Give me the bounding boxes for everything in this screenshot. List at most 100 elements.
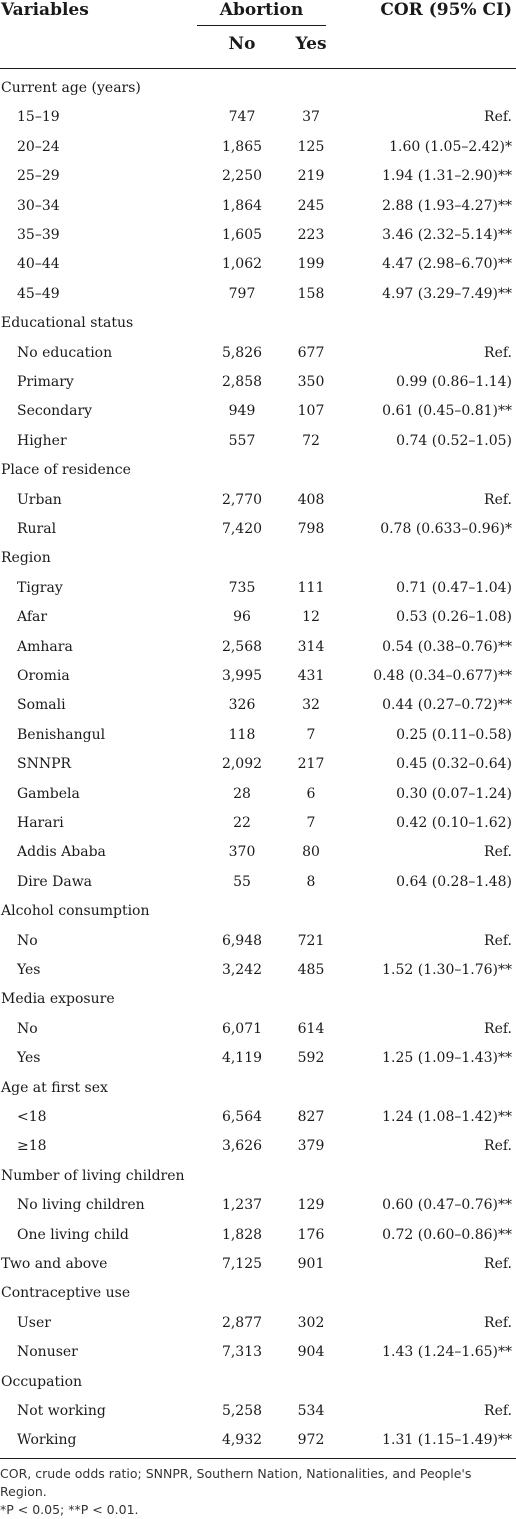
count-yes: 72 (302, 432, 320, 449)
footnote-abbreviations: COR, crude odds ratio; SNNPR, Southern N… (0, 1465, 472, 1499)
header-abortion: Abortion (219, 0, 304, 20)
cor-value: 0.30 (0.07–1.24) (396, 785, 512, 802)
table-row: 15–19 747 37 Ref. (0, 102, 516, 131)
count-no: 2,568 (221, 638, 263, 655)
count-yes: 245 (297, 197, 325, 214)
table-row: Benishangul 118 7 0.25 (0.11–0.58) (0, 720, 516, 749)
count-no: 4,932 (221, 1432, 263, 1449)
cor-value: 0.25 (0.11–0.58) (396, 726, 512, 743)
group-header-row: Contraceptive use (0, 1278, 516, 1307)
table-row: No education 5,826 677 Ref. (0, 338, 516, 367)
count-no: 797 (228, 285, 256, 302)
count-no: 4,119 (221, 1050, 263, 1067)
row-label: 35–39 (17, 227, 60, 243)
cor-value: 0.42 (0.10–1.62) (396, 815, 512, 831)
table-row: 45–49 797 158 4.97 (3.29–7.49)** (0, 279, 516, 308)
cor-value: Ref. (484, 1314, 512, 1331)
table-row: Two and above 7,125 901 Ref. (0, 1249, 516, 1278)
group-header-row: Region (0, 543, 516, 572)
table-bottom-rule (0, 1457, 516, 1459)
cor-value: 0.54 (0.38–0.76)** (382, 638, 512, 655)
group-header-row: Media exposure (0, 984, 516, 1013)
count-yes: 223 (297, 227, 325, 243)
cor-value: 1.31 (1.15–1.49)** (382, 1432, 512, 1449)
count-no: 735 (228, 579, 256, 596)
group-header-row: Number of living children (0, 1161, 516, 1190)
group-label: Number of living children (1, 1167, 185, 1184)
header-cor: COR (95% CI) (380, 0, 512, 20)
count-no: 949 (228, 403, 256, 420)
cor-value: 0.53 (0.26–1.08) (396, 609, 512, 626)
table-row: SNNPR 2,092 217 0.45 (0.32–0.64) (0, 749, 516, 778)
table-row: Secondary 949 107 0.61 (0.45–0.81)** (0, 396, 516, 425)
count-no: 2,092 (221, 756, 263, 773)
row-label: Yes (17, 962, 41, 978)
count-no: 747 (228, 109, 256, 126)
count-no: 326 (228, 697, 256, 714)
row-label: No (17, 1020, 38, 1037)
count-no: 2,858 (221, 374, 263, 390)
group-label: Region (1, 550, 51, 567)
cor-value: 0.44 (0.27–0.72)** (382, 697, 512, 714)
abortion-span-rule (197, 25, 326, 26)
count-yes: 176 (297, 1226, 325, 1243)
table-row: No living children 1,237 129 0.60 (0.47–0.7… (0, 1190, 516, 1219)
count-yes: 107 (297, 403, 325, 420)
count-no: 7,420 (221, 521, 263, 537)
cor-value: Ref. (484, 844, 512, 861)
count-yes: 37 (302, 109, 320, 126)
table-row: Harari 22 7 0.42 (0.10–1.62) (0, 808, 516, 837)
count-no: 5,258 (221, 1403, 263, 1419)
cor-value: Ref. (484, 1138, 512, 1155)
cor-value: 0.48 (0.34–0.677)** (373, 668, 512, 684)
count-no: 7,125 (221, 1256, 263, 1272)
count-yes: 7 (306, 726, 316, 743)
count-yes: 534 (297, 1403, 325, 1419)
row-label: Benishangul (17, 726, 106, 743)
cor-value: 0.74 (0.52–1.05) (396, 432, 512, 449)
header-variables: Variables (1, 0, 89, 20)
group-label: Place of residence (1, 462, 131, 479)
count-yes: 614 (297, 1020, 325, 1037)
table-row: No 6,071 614 Ref. (0, 1014, 516, 1043)
group-label: Alcohol consumption (1, 903, 150, 920)
table-row: 30–34 1,864 245 2.88 (1.93–4.27)** (0, 191, 516, 220)
group-header-row: Age at first sex (0, 1073, 516, 1102)
count-no: 2,770 (221, 491, 263, 508)
row-label: ≥18 (17, 1138, 47, 1155)
group-label: Current age (years) (1, 80, 141, 96)
count-no: 3,242 (221, 962, 263, 978)
count-no: 6,948 (221, 932, 263, 949)
table-row: Nonuser 7,313 904 1.43 (1.24–1.65)** (0, 1337, 516, 1366)
count-yes: 7 (306, 815, 316, 831)
count-no: 1,828 (221, 1226, 263, 1243)
row-label: One living child (17, 1226, 129, 1243)
group-header-row: Place of residence (0, 455, 516, 484)
count-no: 1,864 (221, 197, 263, 214)
cor-value: Ref. (484, 1256, 512, 1272)
count-no: 28 (233, 785, 251, 802)
table-row: Gambela 28 6 0.30 (0.07–1.24) (0, 779, 516, 808)
count-no: 96 (233, 609, 251, 626)
count-yes: 721 (297, 932, 325, 949)
count-no: 3,995 (221, 668, 263, 684)
row-label: No (17, 932, 38, 949)
cor-value: 4.97 (3.29–7.49)** (382, 285, 512, 302)
row-label: 30–34 (17, 197, 60, 214)
count-yes: 111 (297, 579, 325, 596)
group-header-row: Educational status (0, 308, 516, 337)
header-yes: Yes (295, 34, 327, 54)
count-no: 2,250 (221, 168, 263, 185)
count-no: 55 (233, 873, 251, 890)
group-header-row: Alcohol consumption (0, 896, 516, 925)
row-label: 20–24 (17, 138, 60, 155)
table-header-row-2: No Yes (0, 26, 516, 68)
row-label: No living children (17, 1197, 145, 1214)
row-label: 45–49 (17, 285, 60, 302)
row-label: Tigray (17, 579, 63, 596)
cor-value: Ref. (484, 1020, 512, 1037)
header-bottom-rule (0, 68, 516, 69)
cor-value: Ref. (484, 1403, 512, 1419)
count-yes: 798 (297, 521, 325, 537)
cor-value: 0.99 (0.86–1.14) (396, 374, 512, 390)
